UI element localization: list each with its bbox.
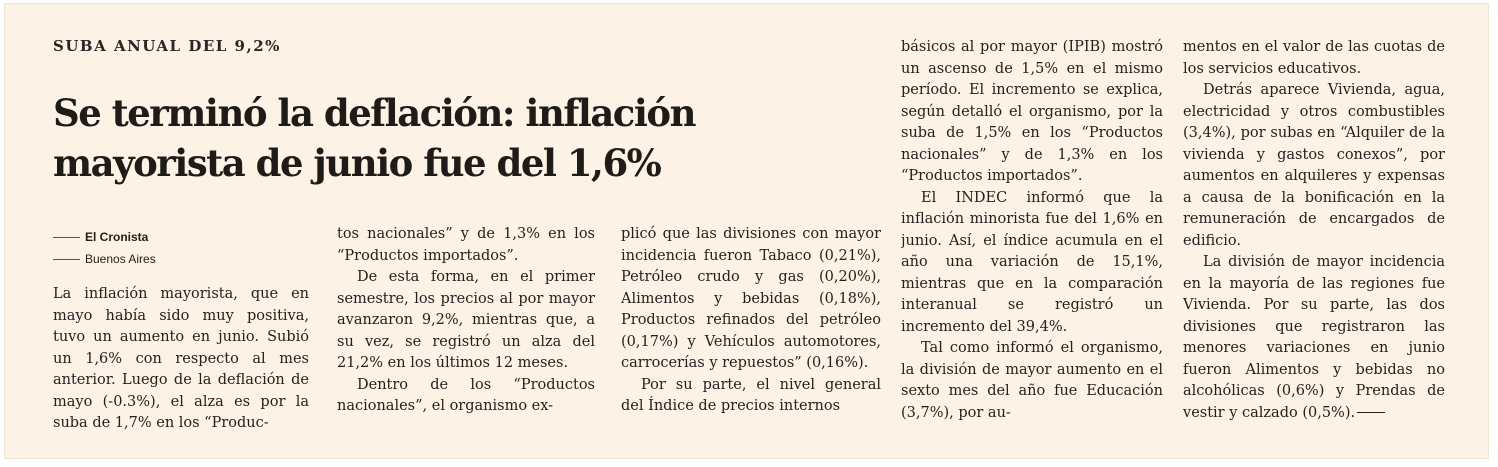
paragraph: Por su parte, el nivel general del Índic… xyxy=(621,376,881,415)
headline: Se terminó la deflación: inflación mayor… xyxy=(53,88,873,188)
paragraph: El INDEC informó que la inflación minori… xyxy=(901,189,1163,335)
paragraph: Tal como informó el organismo, la divisi… xyxy=(901,340,1163,421)
column-5: mentos en el valor de las cuotas de los … xyxy=(1183,37,1445,442)
paragraph: mentos en el valor de las cuotas de los … xyxy=(1183,39,1445,77)
byline: El Cronista Buenos Aires xyxy=(53,226,313,270)
newspaper-clipping: SUBA ANUAL DEL 9,2% Se terminó la deflac… xyxy=(4,3,1489,459)
byline-rule xyxy=(53,236,80,238)
headline-line-1: Se terminó la deflación: inflación xyxy=(53,91,696,135)
paragraph: Detrás aparece Vivienda, agua, electrici… xyxy=(1183,82,1445,249)
byline-location: Buenos Aires xyxy=(85,252,156,266)
paragraph-last: La división de mayor incidencia en la ma… xyxy=(1183,252,1445,424)
column-2: tos nacionales” y de 1,3% en los “Produc… xyxy=(337,224,595,439)
paragraph: De esta forma, en el primer semestre, lo… xyxy=(337,269,595,371)
paragraph-text: La división de mayor incidencia en la ma… xyxy=(1183,254,1445,421)
paragraph: tos nacionales” y de 1,3% en los “Produc… xyxy=(337,226,595,264)
column-4: básicos al por mayor (IPIB) mostró un as… xyxy=(901,37,1163,442)
paragraph: La inflación mayorista, que en mayo habí… xyxy=(53,286,309,431)
byline-rule xyxy=(53,258,80,260)
column-1: La inflación mayorista, que en mayo habí… xyxy=(53,284,309,444)
kicker: SUBA ANUAL DEL 9,2% xyxy=(53,37,281,55)
end-of-article-mark xyxy=(1357,412,1386,413)
paragraph: Dentro de los “Productos nacionales”, el… xyxy=(337,376,595,415)
byline-author: El Cronista xyxy=(85,230,149,244)
column-3: plicó que las divisiones con mayor incid… xyxy=(621,224,881,439)
headline-line-2: mayorista de junio fue del 1,6% xyxy=(53,141,662,185)
paragraph: plicó que las divisiones con mayor incid… xyxy=(621,226,881,371)
paragraph: básicos al por mayor (IPIB) mostró un as… xyxy=(901,39,1163,184)
